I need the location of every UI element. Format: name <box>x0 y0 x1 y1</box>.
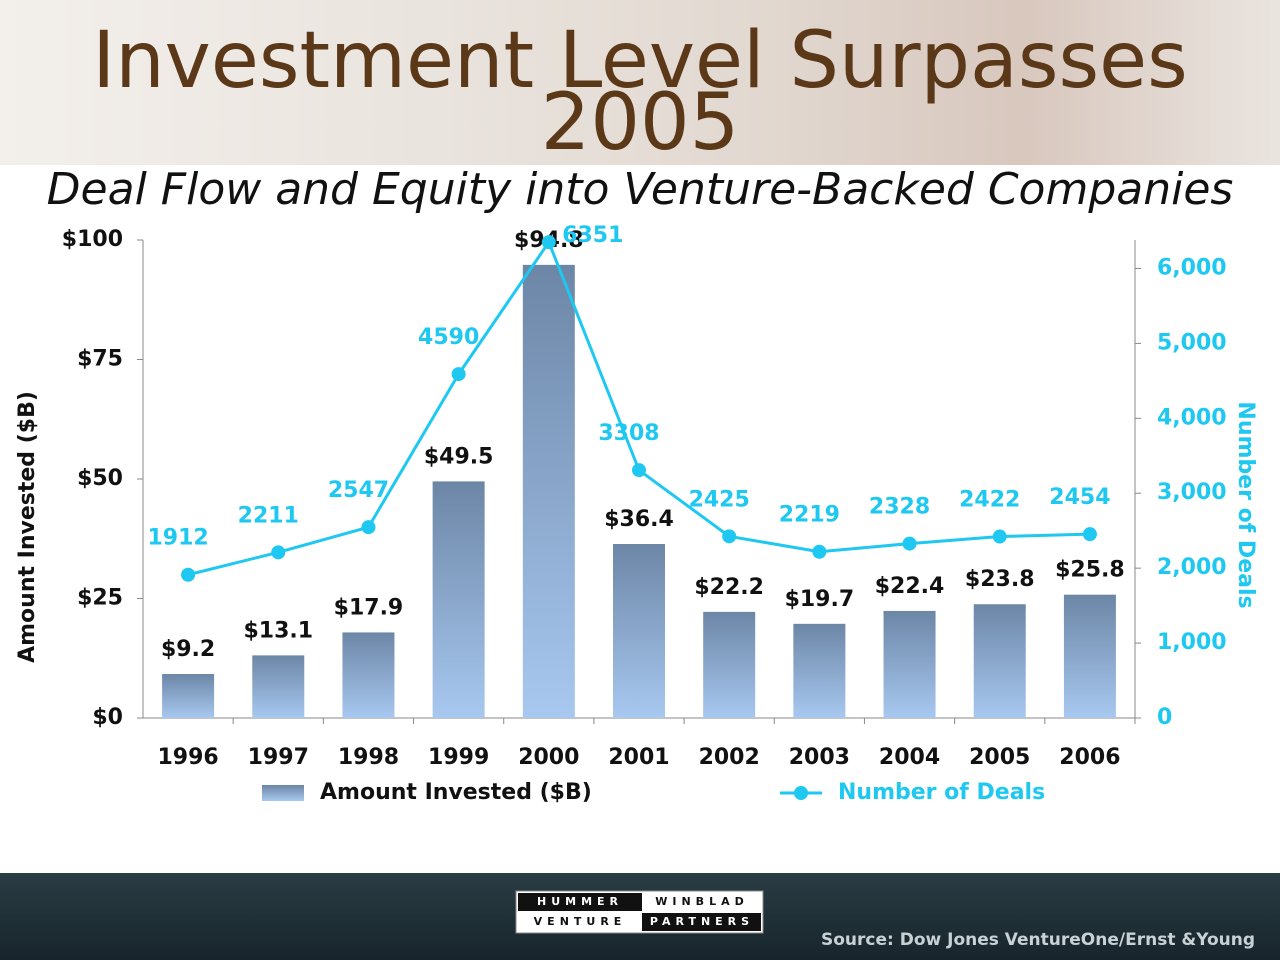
logo-text: PARTNERS <box>650 915 754 928</box>
line-value-label: 4590 <box>418 325 479 350</box>
y-tick-label: $75 <box>77 347 123 372</box>
deals-point <box>271 545 286 560</box>
line-value-label: 1912 <box>147 526 208 551</box>
line-value-label: 2454 <box>1049 485 1110 510</box>
deals-point <box>1082 527 1097 542</box>
x-tick-label: 2000 <box>518 745 579 770</box>
logo-cell <box>518 893 642 911</box>
x-tick-label: 2005 <box>969 745 1030 770</box>
x-tick-label: 1996 <box>157 745 218 770</box>
x-tick-label: 1998 <box>338 745 399 770</box>
line-value-label: 6351 <box>562 223 623 248</box>
bar-value-label: $19.7 <box>785 587 855 612</box>
line-value-label: 2422 <box>959 488 1020 513</box>
bar <box>703 611 756 718</box>
x-tick-label: 2001 <box>608 745 669 770</box>
x-tick-label: 2002 <box>699 745 760 770</box>
line-value-label: 2211 <box>238 503 299 528</box>
line-value-label: 3308 <box>598 421 659 446</box>
y2-tick-label: 1,000 <box>1157 630 1227 655</box>
bar <box>613 544 665 718</box>
x-tick-label: 2004 <box>879 745 940 770</box>
x-tick-label: 2003 <box>789 745 850 770</box>
deals-point <box>632 463 646 478</box>
y-axis-label: Amount Invested ($B) <box>15 391 40 663</box>
header-photo <box>0 0 1280 165</box>
logo-text: VENTURE <box>534 915 627 928</box>
x-tick-label: 1997 <box>248 745 309 770</box>
y2-tick-label: 6,000 <box>1157 255 1227 280</box>
y2-axis-label: Number of Deals <box>1233 401 1258 608</box>
source-note: Source: Dow Jones VentureOne/Ernst &Youn… <box>821 930 1255 950</box>
y2-tick-label: 5,000 <box>1157 330 1227 355</box>
logo-cell <box>642 913 761 931</box>
bar-value-label: $13.1 <box>243 618 313 643</box>
deals-point <box>451 367 466 382</box>
deals-point <box>361 520 376 535</box>
bar-value-label: $17.9 <box>334 595 404 620</box>
bar-value-label: $49.5 <box>424 444 494 469</box>
bar <box>342 632 395 718</box>
y2-tick-label: 2,000 <box>1157 555 1227 580</box>
x-tick-label: 2006 <box>1059 745 1120 770</box>
y-tick-label: $25 <box>77 586 123 611</box>
chart-subtitle: Deal Flow and Equity into Venture-Backed… <box>46 164 1234 215</box>
legend-label: Amount Invested ($B) <box>320 780 592 805</box>
bar <box>883 610 936 718</box>
bar-value-label: $36.4 <box>604 507 674 532</box>
line-value-label: 2328 <box>869 495 930 520</box>
bar <box>162 674 215 718</box>
y2-tick-label: 0 <box>1157 705 1172 730</box>
line-value-label: 2425 <box>689 487 750 512</box>
logo-text: WINBLAD <box>655 895 748 908</box>
deals-point <box>181 567 196 582</box>
bar-value-label: $9.2 <box>161 637 215 662</box>
bar-value-label: $22.2 <box>694 575 764 600</box>
deals-point <box>722 529 737 544</box>
bar <box>973 604 1026 718</box>
y-tick-label: $0 <box>92 705 123 730</box>
logo-text: HUMMER <box>537 895 623 908</box>
y2-tick-label: 3,000 <box>1157 480 1227 505</box>
bar <box>1063 594 1116 718</box>
deals-point <box>992 529 1007 544</box>
x-tick-label: 1999 <box>428 745 489 770</box>
legend-swatch <box>794 786 808 800</box>
bar <box>252 655 305 718</box>
line-value-label: 2219 <box>779 503 840 528</box>
bar-value-label: $22.4 <box>875 574 945 599</box>
y2-tick-label: 4,000 <box>1157 405 1227 430</box>
deals-point <box>541 235 556 250</box>
deals-point <box>902 536 917 551</box>
slide-title: Investment Level Surpasses 2005 <box>92 16 1188 168</box>
legend-label: Number of Deals <box>838 780 1045 805</box>
bar <box>793 623 846 718</box>
bar <box>522 264 575 718</box>
deals-point <box>812 544 827 559</box>
y-tick-label: $100 <box>62 227 123 252</box>
bar-value-label: $23.8 <box>965 567 1035 592</box>
line-value-label: 2547 <box>328 478 389 503</box>
bar <box>432 481 485 718</box>
y-tick-label: $50 <box>77 466 123 491</box>
bar-value-label: $25.8 <box>1055 558 1125 583</box>
legend-swatch <box>262 785 304 801</box>
